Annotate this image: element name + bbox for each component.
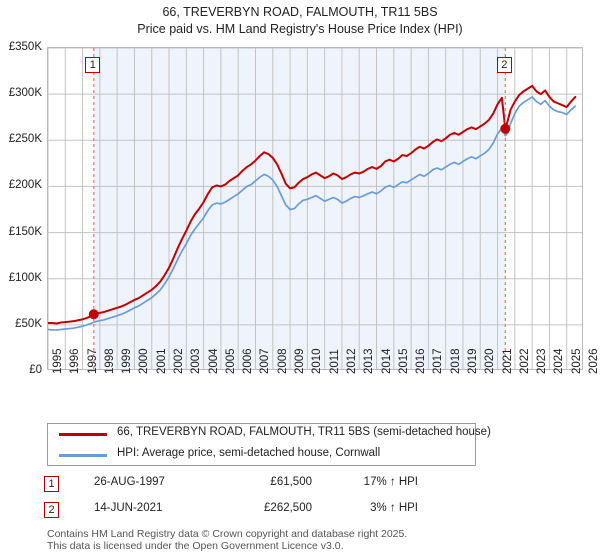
y-axis-tick-label: £200K — [8, 179, 42, 192]
legend-label-hpi: HPI: Average price, semi-detached house,… — [117, 447, 381, 459]
x-axis-tick-label: 2013 — [363, 348, 376, 374]
legend-label-price-paid: 66, TREVERBYN ROAD, FALMOUTH, TR11 5BS (… — [117, 426, 491, 438]
chart-svg — [48, 48, 582, 369]
footer-line-1: Contains HM Land Registry data © Crown c… — [47, 528, 408, 540]
legend-swatch-hpi — [59, 454, 107, 457]
footer-line-2: This data is licensed under the Open Gov… — [47, 540, 344, 552]
y-axis-tick-label: £300K — [8, 87, 42, 100]
sale-price: £262,500 — [264, 502, 312, 514]
x-axis-tick-label: 2015 — [397, 348, 410, 374]
x-axis-tick-label: 2008 — [276, 348, 289, 374]
chart-plot-area — [47, 47, 583, 370]
x-axis-tick-label: 2005 — [224, 348, 237, 374]
series-line-price-paid — [48, 84, 577, 325]
sale-hpi-delta: 3% ↑ HPI — [370, 502, 418, 514]
x-axis-tick-label: 2010 — [311, 348, 324, 374]
y-axis-labels: £0 £50K £100K £150K £200K £250K £300K £350K — [0, 0, 45, 560]
x-axis-tick-label: 2024 — [553, 348, 566, 374]
x-axis-tick-label: 2023 — [536, 348, 549, 374]
y-axis-tick-label: £50K — [15, 317, 42, 330]
y-axis-tick-label: £150K — [8, 225, 42, 238]
sale-index-badge: 2 — [44, 502, 59, 518]
sale-marker-badge: 1 — [85, 57, 101, 73]
x-axis-tick-label: 2019 — [466, 348, 479, 374]
sale-price: £61,500 — [270, 476, 312, 488]
x-axis-tick-label: 2011 — [328, 349, 341, 374]
sale-index-badge: 1 — [44, 476, 59, 492]
x-axis-tick-label: 1999 — [121, 348, 134, 374]
footer-attribution: Contains HM Land Registry data © Crown c… — [47, 528, 587, 552]
x-axis-tick-label: 2016 — [415, 348, 428, 374]
x-axis-tick-label: 2000 — [138, 348, 151, 374]
y-axis-tick-label: £0 — [29, 364, 42, 376]
x-axis-tick-label: 1996 — [69, 348, 82, 374]
x-axis-tick-label: 2012 — [345, 348, 358, 374]
x-axis-tick-label: 2022 — [518, 348, 531, 374]
x-axis-tick-label: 1995 — [52, 348, 64, 374]
sale-marker-badge: 2 — [496, 57, 512, 73]
sales-table: 1 26-AUG-1997 £61,500 17% ↑ HPI 2 14-JUN… — [44, 474, 464, 526]
x-axis-tick-label: 2020 — [484, 348, 497, 374]
chart-legend: 66, TREVERBYN ROAD, FALMOUTH, TR11 5BS (… — [47, 423, 491, 466]
x-axis-tick-label: 1998 — [103, 348, 116, 374]
y-axis-tick-label: £100K — [8, 271, 42, 284]
x-axis-tick-label: 2009 — [294, 348, 307, 374]
title-line-1: 66, TREVERBYN ROAD, FALMOUTH, TR11 5BS — [162, 5, 438, 19]
x-axis-tick-label: 2018 — [449, 348, 462, 374]
legend-swatch-price-paid — [59, 433, 107, 436]
legend-item-1: HPI: Average price, semi-detached house,… — [48, 445, 475, 466]
x-axis-tick-label: 2021 — [501, 348, 514, 374]
ownership-span-shading — [93, 48, 506, 369]
legend-item-0: 66, TREVERBYN ROAD, FALMOUTH, TR11 5BS (… — [48, 424, 491, 445]
sale-marker-dot — [500, 123, 511, 134]
x-axis-tick-label: 2003 — [190, 348, 203, 374]
sale-date: 26-AUG-1997 — [94, 476, 165, 488]
sale-hpi-delta: 17% ↑ HPI — [363, 476, 418, 488]
y-axis-tick-label: £250K — [8, 133, 42, 146]
x-axis-tick-label: 2002 — [173, 348, 186, 374]
x-axis-tick-label: 2014 — [380, 348, 393, 374]
sale-date: 14-JUN-2021 — [94, 502, 163, 514]
series-line-hpi — [48, 96, 577, 331]
x-axis-tick-label: 2001 — [155, 348, 168, 374]
sale-marker-dot — [88, 309, 99, 320]
table-row: 2 14-JUN-2021 £262,500 3% ↑ HPI — [44, 500, 464, 526]
table-row: 1 26-AUG-1997 £61,500 17% ↑ HPI — [44, 474, 464, 500]
x-axis-tick-label: 2017 — [432, 348, 445, 374]
x-axis-tick-label: 2007 — [259, 348, 272, 374]
x-axis-tick-label: 2025 — [570, 348, 583, 374]
page-title: 66, TREVERBYN ROAD, FALMOUTH, TR11 5BS P… — [0, 4, 600, 38]
x-axis-tick-label: 2004 — [207, 348, 220, 374]
x-axis-tick-label: 2026 — [588, 348, 600, 374]
title-line-2: Price paid vs. HM Land Registry's House … — [137, 22, 463, 36]
y-axis-tick-label: £350K — [8, 41, 42, 53]
x-axis-tick-label: 1997 — [86, 348, 99, 374]
x-axis-tick-label: 2006 — [242, 348, 255, 374]
